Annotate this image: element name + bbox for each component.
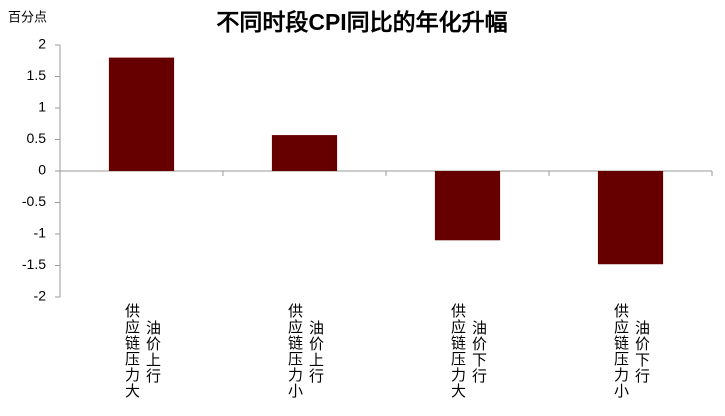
bar <box>597 171 664 265</box>
y-tick-label: 1 <box>38 99 46 115</box>
x-tick-label: 油价下行 <box>470 320 487 384</box>
y-tick-label: -2 <box>34 288 47 304</box>
bar <box>108 57 175 171</box>
x-tick-label: 油价上行 <box>307 320 324 384</box>
y-tick-label: -1 <box>34 225 47 241</box>
y-tick-label: 0.5 <box>27 130 47 146</box>
x-tick-label: 供应链压力小 <box>286 303 303 399</box>
bar <box>434 171 501 241</box>
x-tick-label: 供应链压力大 <box>123 303 140 399</box>
y-tick-label: 2 <box>38 36 46 52</box>
x-tick-label: 油价下行 <box>633 320 650 384</box>
x-tick-label: 油价上行 <box>144 320 161 384</box>
x-tick-label: 供应链压力大 <box>449 303 466 399</box>
y-tick-label: -1.5 <box>22 256 46 272</box>
y-tick-label: 1.5 <box>27 67 47 83</box>
y-tick-label: 0 <box>38 162 46 178</box>
chart-title: 不同时段CPI同比的年化升幅 <box>216 9 507 35</box>
bar <box>271 135 338 171</box>
x-tick-label: 供应链压力小 <box>612 303 629 399</box>
y-axis-label: 百分点 <box>8 9 47 24</box>
y-tick-label: -0.5 <box>22 193 46 209</box>
